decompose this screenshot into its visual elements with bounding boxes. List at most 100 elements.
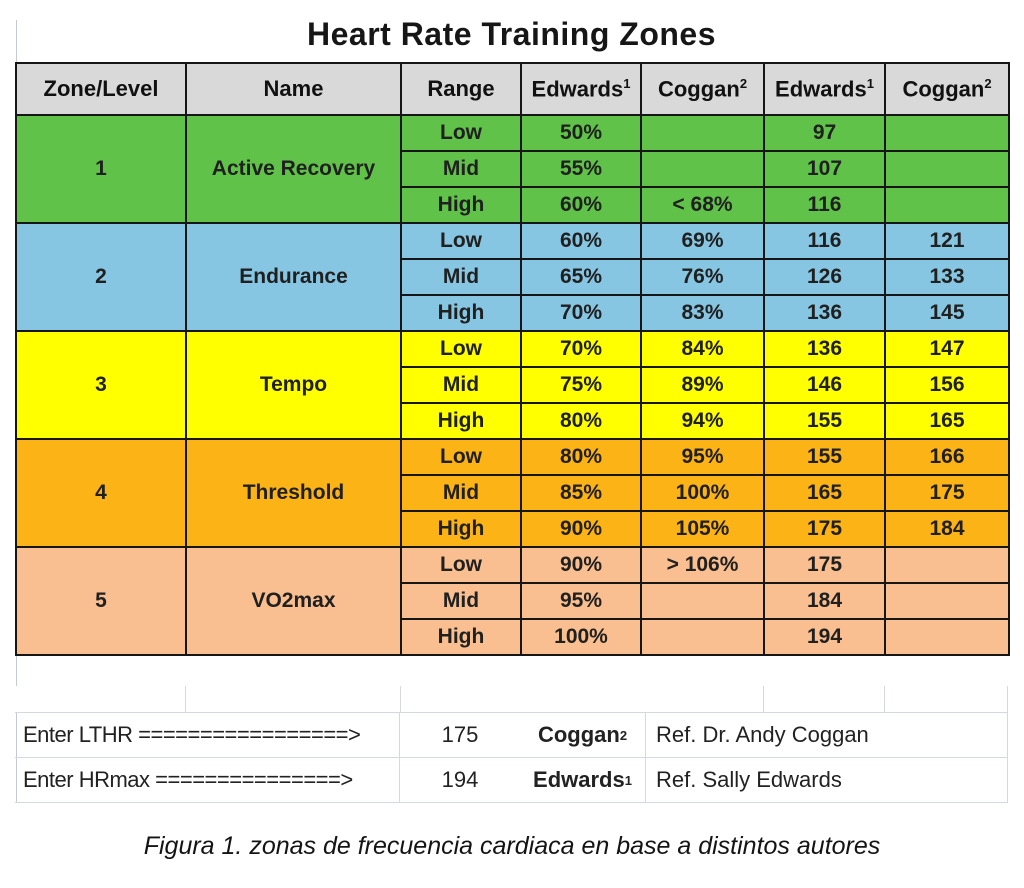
edwards-author-cell[interactable]: Edwards 1 (520, 758, 646, 802)
zone-1-mid-edwards-bpm-cell[interactable]: 107 (763, 150, 886, 188)
zone-1-high-edwards-pct-cell[interactable]: 60% (520, 186, 642, 224)
zone-1-low-coggan-pct-cell[interactable] (640, 114, 765, 152)
zone-1-mid-coggan-bpm-cell[interactable] (884, 150, 1010, 188)
zone-5-mid-coggan-bpm-cell[interactable] (884, 582, 1010, 620)
edwards-ref-cell[interactable]: Ref. Sally Edwards (646, 758, 1008, 802)
zone-4-name-cell[interactable]: Threshold (185, 438, 402, 548)
zone-3-name-cell[interactable]: Tempo (185, 330, 402, 440)
zone-2-high-coggan-bpm-cell[interactable]: 145 (884, 294, 1010, 332)
zone-4-mid-coggan-pct-cell[interactable]: 100% (640, 474, 765, 512)
zone-2-mid-edwards-pct-cell[interactable]: 65% (520, 258, 642, 296)
zone-2-mid-coggan-pct-cell[interactable]: 76% (640, 258, 765, 296)
zone-3-mid-coggan-bpm-cell[interactable]: 156 (884, 366, 1010, 404)
zone-3-high-edwards-pct-cell[interactable]: 80% (520, 402, 642, 440)
zone-1-number-cell[interactable]: 1 (15, 114, 187, 224)
zone-2-mid-range-cell[interactable]: Mid (400, 258, 522, 296)
zone-5-high-edwards-bpm-cell[interactable]: 194 (763, 618, 886, 656)
zone-4-high-edwards-pct-cell[interactable]: 90% (520, 510, 642, 548)
zone-2-high-edwards-bpm-cell[interactable]: 136 (763, 294, 886, 332)
column-header-edwards-1[interactable]: Edwards1 (763, 62, 886, 116)
zone-5-low-edwards-bpm-cell[interactable]: 175 (763, 546, 886, 584)
column-header-coggan-2[interactable]: Coggan2 (640, 62, 765, 116)
zone-2-low-range-cell[interactable]: Low (400, 222, 522, 260)
zone-4-high-range-cell[interactable]: High (400, 510, 522, 548)
zone-4-mid-edwards-bpm-cell[interactable]: 165 (763, 474, 886, 512)
zone-3-high-range-cell[interactable]: High (400, 402, 522, 440)
zone-5-high-coggan-bpm-cell[interactable] (884, 618, 1010, 656)
zone-3-number-cell[interactable]: 3 (15, 330, 187, 440)
zone-3-mid-edwards-pct-cell[interactable]: 75% (520, 366, 642, 404)
zone-3-low-edwards-pct-cell[interactable]: 70% (520, 330, 642, 368)
enter-hrmax-label[interactable]: Enter HRmax ===============> (15, 758, 400, 802)
zone-2-number-cell[interactable]: 2 (15, 222, 187, 332)
zone-4-high-edwards-bpm-cell[interactable]: 175 (763, 510, 886, 548)
zone-4-low-range-cell[interactable]: Low (400, 438, 522, 476)
zone-1-low-edwards-pct-cell[interactable]: 50% (520, 114, 642, 152)
enter-lthr-label[interactable]: Enter LTHR =================> (15, 713, 400, 757)
zone-2-mid-edwards-bpm-cell[interactable]: 126 (763, 258, 886, 296)
zone-1-low-coggan-bpm-cell[interactable] (884, 114, 1010, 152)
zone-4-high-coggan-pct-cell[interactable]: 105% (640, 510, 765, 548)
zone-3-mid-edwards-bpm-cell[interactable]: 146 (763, 366, 886, 404)
zone-1-low-range-cell[interactable]: Low (400, 114, 522, 152)
empty-spreadsheet-row[interactable] (15, 686, 1008, 712)
zone-3-mid-coggan-pct-cell[interactable]: 89% (640, 366, 765, 404)
zone-2-high-edwards-pct-cell[interactable]: 70% (520, 294, 642, 332)
zone-4-low-edwards-bpm-cell[interactable]: 155 (763, 438, 886, 476)
column-header-edwards-1[interactable]: Edwards1 (520, 62, 642, 116)
zone-3-high-coggan-pct-cell[interactable]: 94% (640, 402, 765, 440)
column-header-name[interactable]: Name (185, 62, 402, 116)
zone-5-low-edwards-pct-cell[interactable]: 90% (520, 546, 642, 584)
zone-4-low-coggan-pct-cell[interactable]: 95% (640, 438, 765, 476)
zone-3-mid-range-cell[interactable]: Mid (400, 366, 522, 404)
zone-1-mid-edwards-pct-cell[interactable]: 55% (520, 150, 642, 188)
zone-4-number-cell[interactable]: 4 (15, 438, 187, 548)
zone-5-high-coggan-pct-cell[interactable] (640, 618, 765, 656)
zone-5-low-range-cell[interactable]: Low (400, 546, 522, 584)
zone-4-low-coggan-bpm-cell[interactable]: 166 (884, 438, 1010, 476)
zone-5-low-coggan-pct-cell[interactable]: > 106% (640, 546, 765, 584)
zone-3-low-range-cell[interactable]: Low (400, 330, 522, 368)
zone-1-low-edwards-bpm-cell[interactable]: 97 (763, 114, 886, 152)
coggan-ref-cell[interactable]: Ref. Dr. Andy Coggan (646, 713, 1008, 757)
zone-1-high-edwards-bpm-cell[interactable]: 116 (763, 186, 886, 224)
zone-5-low-coggan-bpm-cell[interactable] (884, 546, 1010, 584)
zone-3-high-edwards-bpm-cell[interactable]: 155 (763, 402, 886, 440)
zone-2-low-edwards-pct-cell[interactable]: 60% (520, 222, 642, 260)
zone-5-mid-edwards-bpm-cell[interactable]: 184 (763, 582, 886, 620)
zone-5-number-cell[interactable]: 5 (15, 546, 187, 656)
zone-4-mid-coggan-bpm-cell[interactable]: 175 (884, 474, 1010, 512)
hrmax-value-cell[interactable]: 194 (441, 767, 479, 792)
zone-4-high-coggan-bpm-cell[interactable]: 184 (884, 510, 1010, 548)
zone-2-high-coggan-pct-cell[interactable]: 83% (640, 294, 765, 332)
coggan-author-cell[interactable]: Coggan 2 (520, 713, 646, 757)
zone-2-high-range-cell[interactable]: High (400, 294, 522, 332)
zone-2-low-coggan-pct-cell[interactable]: 69% (640, 222, 765, 260)
zone-5-mid-edwards-pct-cell[interactable]: 95% (520, 582, 642, 620)
zone-2-low-coggan-bpm-cell[interactable]: 121 (884, 222, 1010, 260)
zone-1-mid-range-cell[interactable]: Mid (400, 150, 522, 188)
zone-3-high-coggan-bpm-cell[interactable]: 165 (884, 402, 1010, 440)
column-header-range[interactable]: Range (400, 62, 522, 116)
zone-4-low-edwards-pct-cell[interactable]: 80% (520, 438, 642, 476)
zone-4-mid-range-cell[interactable]: Mid (400, 474, 522, 512)
zone-2-mid-coggan-bpm-cell[interactable]: 133 (884, 258, 1010, 296)
zone-5-mid-range-cell[interactable]: Mid (400, 582, 522, 620)
lthr-value-cell[interactable]: 175 (441, 722, 479, 747)
zone-5-mid-coggan-pct-cell[interactable] (640, 582, 765, 620)
zone-5-name-cell[interactable]: VO2max (185, 546, 402, 656)
zone-2-low-edwards-bpm-cell[interactable]: 116 (763, 222, 886, 260)
zone-3-low-coggan-bpm-cell[interactable]: 147 (884, 330, 1010, 368)
zone-1-name-cell[interactable]: Active Recovery (185, 114, 402, 224)
zone-3-low-edwards-bpm-cell[interactable]: 136 (763, 330, 886, 368)
zone-5-high-range-cell[interactable]: High (400, 618, 522, 656)
zone-1-high-coggan-pct-cell[interactable]: < 68% (640, 186, 765, 224)
zone-5-high-edwards-pct-cell[interactable]: 100% (520, 618, 642, 656)
zone-4-mid-edwards-pct-cell[interactable]: 85% (520, 474, 642, 512)
zone-1-high-range-cell[interactable]: High (400, 186, 522, 224)
zone-3-low-coggan-pct-cell[interactable]: 84% (640, 330, 765, 368)
column-header-coggan-2[interactable]: Coggan2 (884, 62, 1010, 116)
zone-1-high-coggan-bpm-cell[interactable] (884, 186, 1010, 224)
zone-2-name-cell[interactable]: Endurance (185, 222, 402, 332)
zone-1-mid-coggan-pct-cell[interactable] (640, 150, 765, 188)
